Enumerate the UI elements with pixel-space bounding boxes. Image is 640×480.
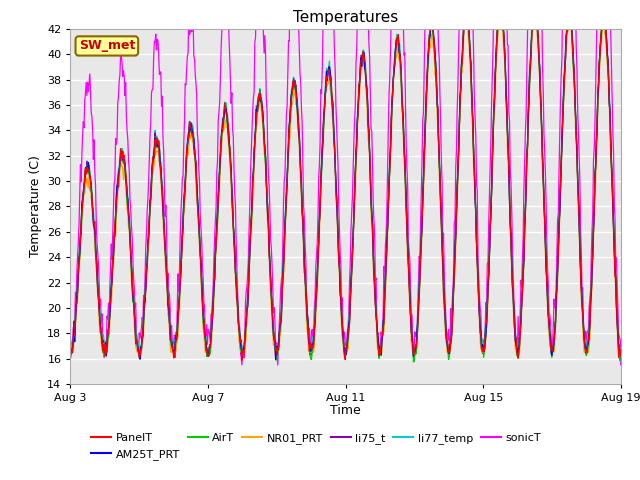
li75_t [497,0,505,2]
AirT [133,337,141,343]
li77_temp [515,345,523,351]
li75_t [67,356,74,361]
AirT [145,221,153,227]
NR01_PRT [419,208,426,214]
NR01_PRT [145,228,153,234]
PanelT [238,357,246,363]
Y-axis label: Temperature (C): Temperature (C) [29,156,42,257]
X-axis label: Time: Time [330,405,361,418]
sonicT [145,155,153,161]
sonicT [67,341,74,347]
AirT [497,4,505,10]
sonicT [370,218,378,224]
Line: AirT: AirT [70,7,640,362]
AirT [185,135,193,141]
AirT [420,179,428,185]
li75_t [185,129,193,134]
AirT [515,352,523,358]
Line: NR01_PRT: NR01_PRT [70,11,640,352]
Line: PanelT: PanelT [70,1,640,360]
sonicT [185,10,193,15]
PanelT [497,0,505,4]
Text: SW_met: SW_met [79,39,135,52]
li77_temp [146,197,154,203]
AM25T_PRT [185,133,193,139]
Line: AM25T_PRT: AM25T_PRT [70,4,640,360]
PanelT [370,267,378,273]
AirT [369,254,377,260]
AM25T_PRT [67,349,74,355]
li77_temp [186,121,193,127]
AirT [67,356,74,361]
NR01_PRT [515,349,522,355]
li75_t [515,353,522,359]
li75_t [145,216,153,221]
Line: li75_t: li75_t [70,0,640,359]
AM25T_PRT [515,346,523,352]
AM25T_PRT [497,1,505,7]
li75_t [419,191,426,197]
Legend: PanelT, AM25T_PRT, AirT, NR01_PRT, li75_t, li77_temp, sonicT: PanelT, AM25T_PRT, AirT, NR01_PRT, li75_… [87,429,545,464]
sonicT [515,340,523,346]
PanelT [133,338,141,344]
li77_temp [370,265,378,271]
sonicT [420,109,428,115]
AM25T_PRT [420,177,428,182]
NR01_PRT [67,349,74,355]
NR01_PRT [185,145,193,151]
li75_t [369,250,377,255]
li77_temp [497,0,505,1]
sonicT [133,338,141,344]
PanelT [420,180,428,186]
li77_temp [133,334,141,339]
PanelT [145,216,153,222]
NR01_PRT [495,8,503,13]
sonicT [274,362,282,368]
AirT [410,359,418,365]
PanelT [185,132,193,138]
li77_temp [420,171,428,177]
Line: li77_temp: li77_temp [70,0,640,356]
li77_temp [136,353,143,359]
Line: sonicT: sonicT [70,0,640,365]
PanelT [515,347,523,353]
NR01_PRT [369,263,377,269]
AM25T_PRT [272,357,280,363]
Title: Temperatures: Temperatures [293,10,398,25]
li77_temp [67,350,74,356]
AM25T_PRT [133,341,141,347]
AM25T_PRT [145,220,153,226]
AM25T_PRT [370,268,378,274]
PanelT [67,354,74,360]
NR01_PRT [133,349,141,355]
li75_t [133,344,141,350]
